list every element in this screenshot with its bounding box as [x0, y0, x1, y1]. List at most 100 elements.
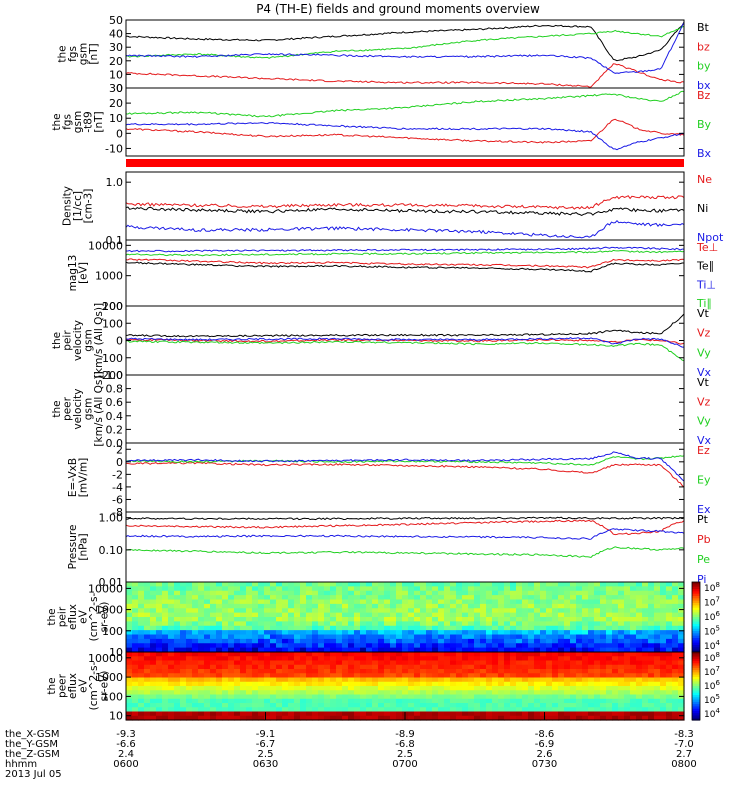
- heatmap-cell: [378, 656, 385, 662]
- heatmap-cell: [396, 694, 403, 700]
- heatmap-cell: [474, 707, 481, 713]
- heatmap-cell: [372, 612, 379, 618]
- heatmap-cell: [552, 656, 559, 662]
- heatmap-cell: [168, 590, 175, 596]
- heatmap-cell: [600, 603, 607, 609]
- figure-title: P4 (TH-E) fields and ground moments over…: [256, 2, 540, 16]
- heatmap-cell: [420, 711, 427, 717]
- heatmap-cell: [246, 698, 253, 704]
- heatmap-cell: [378, 694, 385, 700]
- heatmap-cell: [546, 643, 553, 649]
- heatmap-cell: [444, 690, 451, 696]
- heatmap-cell: [168, 582, 175, 587]
- heatmap-cell: [582, 630, 589, 636]
- heatmap-cell: [252, 707, 259, 713]
- heatmap-cell: [378, 617, 385, 622]
- heatmap-cell: [564, 656, 571, 662]
- heatmap-cell: [174, 634, 181, 640]
- heatmap-cell: [522, 686, 529, 691]
- heatmap-cell: [570, 582, 577, 587]
- heatmap-cell: [396, 647, 403, 653]
- heatmap-cell: [294, 664, 301, 670]
- heatmap-cell: [678, 603, 685, 609]
- heatmap-cell: [276, 703, 283, 708]
- heatmap-cell: [156, 617, 163, 622]
- heatmap-cell: [570, 690, 577, 696]
- heatmap-cell: [468, 595, 475, 601]
- heatmap-cell: [246, 634, 253, 640]
- heatmap-cell: [588, 707, 595, 713]
- heatmap-cell: [648, 612, 655, 618]
- heatmap-cell: [408, 694, 415, 700]
- time-tick-label: 2.6: [537, 749, 553, 760]
- heatmap-cell: [252, 690, 259, 696]
- heatmap-cell: [144, 669, 151, 674]
- heatmap-cell: [234, 582, 241, 587]
- heatmap-cell: [162, 582, 169, 587]
- heatmap-cell: [270, 707, 277, 713]
- heatmap-cell: [210, 715, 217, 721]
- heatmap-cell: [624, 715, 631, 721]
- heatmap-cell: [558, 664, 565, 670]
- legend-entry: Te⊥: [696, 241, 718, 254]
- heatmap-cell: [300, 590, 307, 596]
- heatmap-cell: [456, 612, 463, 618]
- heatmap-cell: [510, 595, 517, 601]
- time-tick-label: 0700: [392, 759, 417, 770]
- heatmap-cell: [606, 590, 613, 596]
- heatmap-cell: [666, 694, 673, 700]
- status-bar: [126, 159, 684, 167]
- heatmap-cell: [444, 711, 451, 717]
- heatmap-cell: [348, 625, 355, 631]
- heatmap-cell: [180, 595, 187, 601]
- heatmap-cell: [192, 652, 199, 657]
- y-tick-label: -6: [112, 493, 123, 506]
- heatmap-cell: [462, 638, 469, 644]
- heatmap-cell: [630, 603, 637, 609]
- heatmap-cell: [432, 647, 439, 653]
- heatmap-cell: [126, 711, 133, 717]
- heatmap-cell: [216, 603, 223, 609]
- heatmap-cell: [180, 630, 187, 636]
- heatmap-cell: [570, 634, 577, 640]
- heatmap-cell: [294, 690, 301, 696]
- heatmap-cell: [384, 664, 391, 670]
- heatmap-cell: [636, 634, 643, 640]
- heatmap-cell: [414, 603, 421, 609]
- heatmap-cell: [564, 715, 571, 721]
- heatmap-cell: [264, 707, 271, 713]
- heatmap-cell: [468, 703, 475, 708]
- heatmap-cell: [480, 590, 487, 596]
- heatmap-cell: [366, 703, 373, 708]
- heatmap-cell: [228, 595, 235, 601]
- heatmap-cell: [510, 617, 517, 622]
- heatmap-cell: [444, 595, 451, 601]
- heatmap-cell: [618, 634, 625, 640]
- heatmap-cell: [336, 621, 343, 627]
- heatmap-cell: [246, 664, 253, 670]
- heatmap-cell: [138, 707, 145, 713]
- heatmap-cell: [252, 669, 259, 674]
- heatmap-cell: [384, 690, 391, 696]
- heatmap-cell: [318, 652, 325, 657]
- heatmap-cell: [150, 711, 157, 717]
- colorbar-cell: [692, 600, 700, 604]
- heatmap-cell: [222, 698, 229, 704]
- heatmap-cell: [156, 608, 163, 614]
- heatmap-cell: [204, 681, 211, 687]
- heatmap-cell: [168, 673, 175, 679]
- heatmap-cell: [636, 698, 643, 704]
- heatmap-cell: [594, 617, 601, 622]
- heatmap-cell: [666, 673, 673, 679]
- heatmap-cell: [678, 630, 685, 636]
- heatmap-cell: [390, 621, 397, 627]
- heatmap-cell: [360, 707, 367, 713]
- heatmap-cell: [492, 677, 499, 683]
- heatmap-cell: [408, 586, 415, 592]
- heatmap-cell: [630, 595, 637, 601]
- heatmap-cell: [552, 686, 559, 691]
- heatmap-cell: [546, 647, 553, 653]
